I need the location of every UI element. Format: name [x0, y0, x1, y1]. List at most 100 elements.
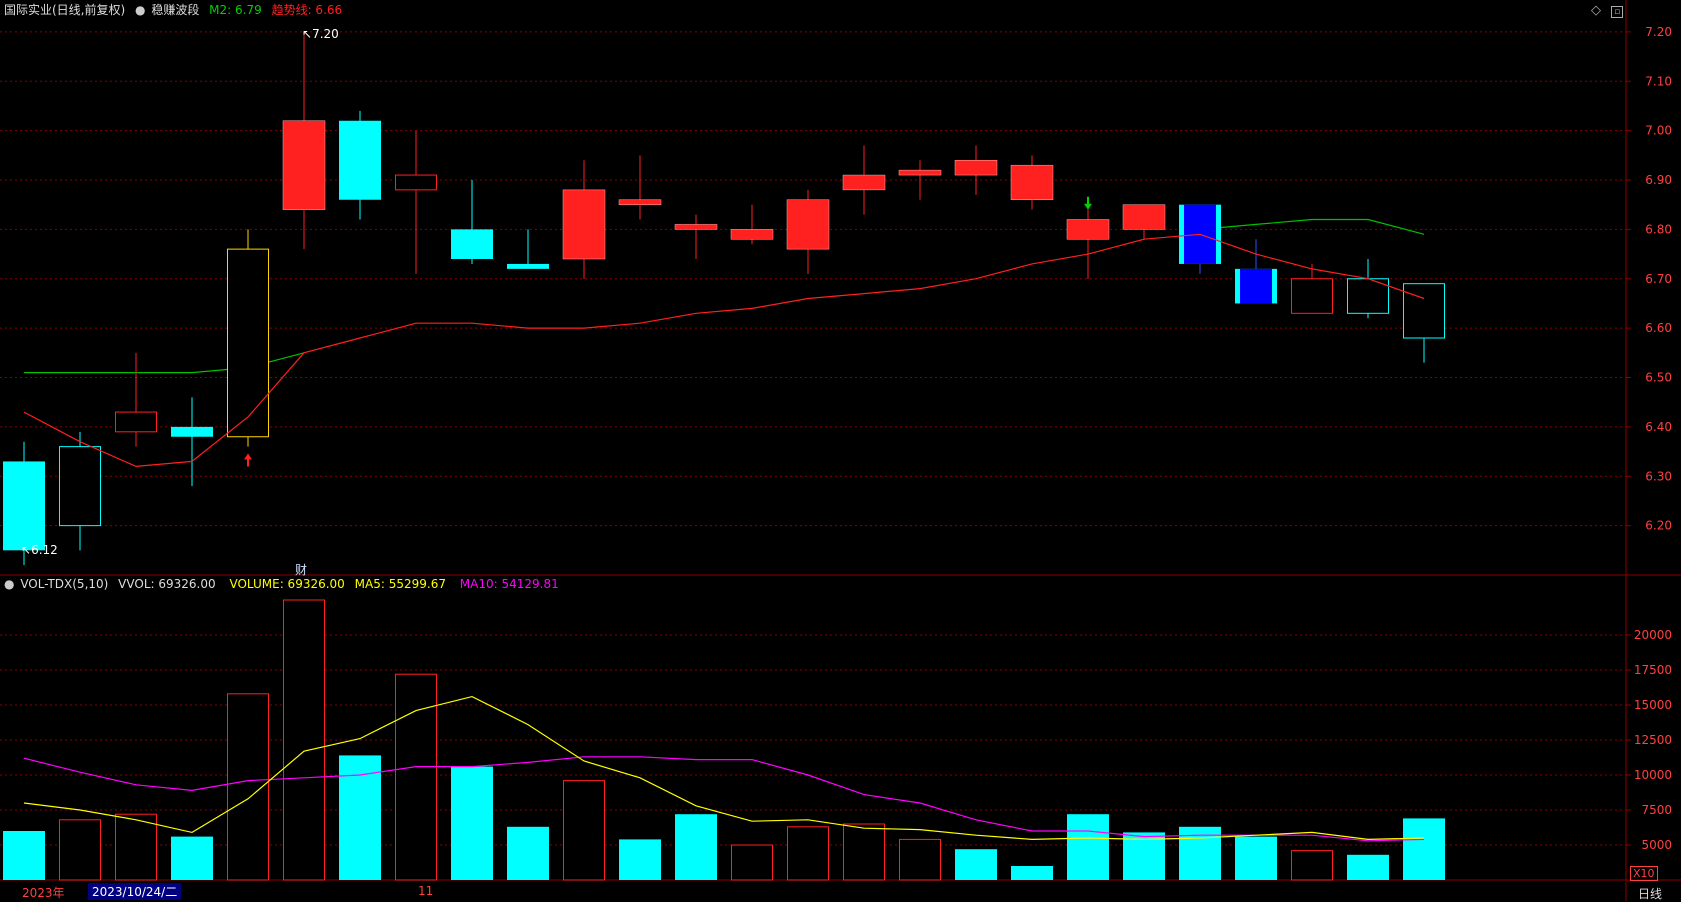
price-tick-label: 6.50 [1645, 371, 1672, 385]
month-label: 11 [418, 884, 434, 898]
high-price-label: ↖7.20 [302, 27, 339, 41]
candle-body[interactable] [59, 446, 101, 527]
finance-marker[interactable]: 财 [295, 563, 308, 577]
volume-bar[interactable] [283, 599, 325, 881]
trend-value: 趋势线: 6.66 [271, 3, 343, 17]
volume-bar[interactable] [59, 819, 101, 881]
volume-tick-label: 20000 [1634, 628, 1672, 642]
candle-body-edge [282, 120, 326, 210]
volume-tick-label: 17500 [1634, 663, 1672, 677]
volume-bar[interactable] [843, 823, 885, 881]
price-tick-label: 6.60 [1645, 321, 1672, 335]
volume-bar[interactable] [955, 849, 997, 880]
volume-bar[interactable] [1291, 850, 1333, 881]
candle-body[interactable] [843, 175, 885, 190]
candle-body[interactable] [1067, 219, 1109, 240]
price-tick-label: 7.00 [1645, 124, 1672, 138]
volume-bar[interactable] [395, 673, 437, 881]
candle-body[interactable] [451, 229, 493, 259]
price-tick-label: 6.70 [1645, 272, 1672, 286]
volume-value: VOLUME: 69326.00 [229, 577, 345, 591]
volume-tick-label: 12500 [1634, 733, 1672, 747]
volume-bar[interactable] [339, 755, 381, 880]
candle-body[interactable] [731, 229, 773, 240]
ma10-value: MA10: 54129.81 [459, 577, 559, 591]
candle-body-edge [1010, 164, 1054, 200]
volume-bar[interactable] [115, 813, 157, 881]
price-tick-label: 6.30 [1645, 469, 1672, 483]
candle-body[interactable] [283, 120, 325, 210]
volume-tick-label: 15000 [1634, 698, 1672, 712]
m2-value: M2: 6.79 [209, 3, 262, 17]
candle-body[interactable] [1347, 278, 1389, 314]
candle-body[interactable] [115, 411, 157, 433]
candle-body-edge [954, 160, 998, 176]
price-tick-label: 7.10 [1645, 74, 1672, 88]
candle-body[interactable] [675, 224, 717, 230]
candle-body[interactable] [899, 170, 941, 176]
vvol-value: VVOL: 69326.00 [118, 577, 216, 591]
volume-bar[interactable] [1347, 854, 1389, 880]
vol-indicator-name[interactable]: VOL-TDX(5,10) [20, 577, 109, 591]
candle-body[interactable] [1011, 165, 1053, 200]
volume-bar[interactable] [563, 780, 605, 881]
candle-body[interactable] [3, 461, 45, 551]
candle-body-edge [1122, 204, 1166, 230]
stock-name[interactable]: 国际实业(日线,前复权) [4, 3, 126, 17]
volume-bar[interactable] [1235, 836, 1277, 880]
diamond-icon[interactable]: ◇ [1591, 3, 1601, 18]
indicator-name[interactable]: 稳赚波段 [151, 3, 200, 17]
volume-header: ● VOL-TDX(5,10) VVOL: 69326.00 VOLUME: 6… [4, 575, 565, 593]
volume-bar[interactable] [1011, 866, 1053, 880]
candle-body-edge [618, 199, 662, 205]
date-cursor-label: 2023/10/24/二 [88, 883, 182, 900]
volume-bar[interactable] [899, 838, 941, 881]
volume-bar[interactable] [451, 766, 493, 880]
candle-body[interactable] [1403, 283, 1445, 339]
candle-body[interactable] [507, 263, 549, 269]
candle-body-edge [674, 224, 718, 230]
candle-body-inner [1240, 268, 1272, 304]
candle-body[interactable] [1123, 204, 1165, 230]
candle-body[interactable] [171, 426, 213, 437]
candle-body[interactable] [395, 174, 437, 191]
candle-body[interactable] [1291, 278, 1333, 314]
volume-bar[interactable] [3, 831, 45, 880]
volume-bar[interactable] [1403, 818, 1445, 880]
price-tick-label: 6.80 [1645, 222, 1672, 236]
window-controls: ◇ ▫ [1591, 2, 1629, 21]
restore-icon[interactable]: ▫ [1611, 6, 1624, 18]
candle-body[interactable] [339, 120, 381, 200]
candle-body[interactable] [563, 189, 605, 259]
period-label[interactable]: 日线 [1638, 887, 1663, 901]
candle-body[interactable] [955, 160, 997, 176]
candle-body-edge [1066, 219, 1110, 240]
volume-bar[interactable] [731, 844, 773, 881]
volume-bar[interactable] [507, 826, 549, 880]
candle-body-edge [562, 189, 606, 260]
m2-line [1199, 218, 1425, 235]
volume-bar[interactable] [1123, 832, 1165, 880]
candle-body-edge [842, 174, 886, 191]
price-header: 国际实业(日线,前复权) ● 稳赚波段 M2: 6.79 趋势线: 6.66 [4, 1, 348, 19]
candle-body-edge [730, 229, 774, 240]
candle-body[interactable] [619, 199, 661, 205]
multiplier-label: X10 [1630, 866, 1658, 881]
candle-body[interactable] [227, 248, 269, 438]
candle-body[interactable] [787, 199, 829, 250]
volume-bar[interactable] [675, 814, 717, 880]
volume-bar[interactable] [171, 836, 213, 880]
price-tick-label: 6.20 [1645, 519, 1672, 533]
volume-bar[interactable] [787, 826, 829, 881]
volume-tick-label: 10000 [1634, 768, 1672, 782]
volume-bar[interactable] [1067, 814, 1109, 880]
volume-tick-label: 7500 [1641, 803, 1672, 817]
indicator-dot-icon: ● [4, 577, 15, 591]
ma5-value: MA5: 55299.67 [354, 577, 446, 591]
volume-bar[interactable] [619, 839, 661, 880]
trend-line [23, 233, 1425, 468]
low-price-label: ↖6.12 [21, 543, 58, 557]
year-label: 2023年 [22, 886, 65, 900]
price-tick-label: 6.40 [1645, 420, 1672, 434]
